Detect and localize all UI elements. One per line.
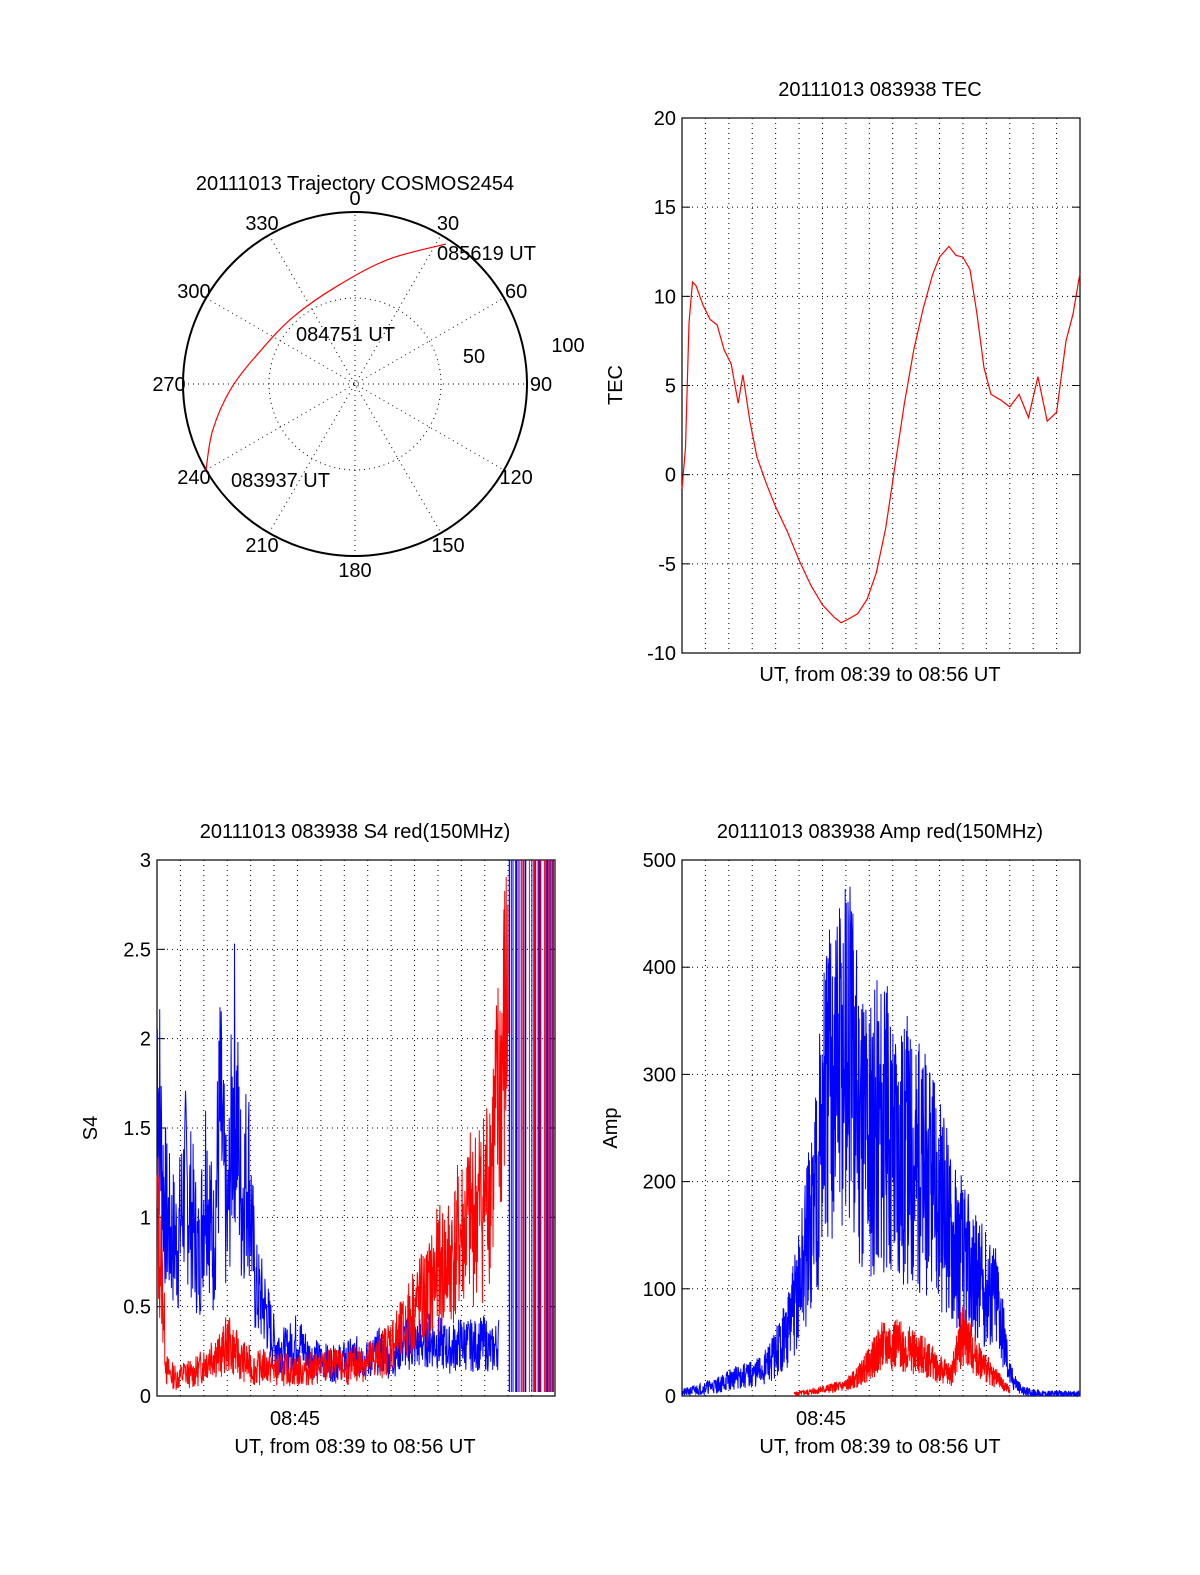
tec-title: 20111013 083938 TEC [778,79,982,101]
y-tick-label: 400 [643,957,676,979]
azimuth-label: 300 [177,281,210,303]
tec-y-tick-labels: -10 -5 0 5 10 15 20 [647,108,676,665]
y-tick-label: 1 [140,1207,151,1229]
amp-frame [681,859,1081,1397]
azimuth-label: 330 [245,213,278,235]
tec-grid [682,117,1080,654]
tec-ylabel: TEC [605,365,627,405]
amp-title: 20111013 083938 Amp red(150MHz) [717,821,1043,843]
radial-label-50: 50 [463,346,485,368]
s4-chart: 20111013 083938 S4 red(150MHz) 0 0.5 1 1.5 2… [80,821,556,1458]
s4-y-tick-labels: 0 0.5 1 1.5 2 2.5 3 [123,850,151,1408]
y-tick-label: 300 [643,1064,676,1086]
amp-xtick-0845: 08:45 [796,1408,846,1430]
annotation-end-time: 085619 UT [437,243,536,265]
s4-xlabel: UT, from 08:39 to 08:56 UT [234,1436,475,1458]
s4-xtick-0845: 08:45 [270,1408,320,1430]
y-tick-label: 500 [643,850,676,872]
y-tick-label: 200 [643,1172,676,1194]
amp-series-red [793,1306,1011,1398]
trajectory-polar-chart: 20111013 Trajectory COSMOS2454 0 30 60 90 12… [152,173,584,582]
amp-series-blue [681,886,1081,1398]
azimuth-label: 30 [437,213,459,235]
s4-ylabel: S4 [80,1116,102,1140]
y-tick-label: -10 [647,643,676,665]
polar-ring-50 [268,297,442,471]
azimuth-label: 120 [499,467,532,489]
y-tick-label: 2.5 [123,939,151,961]
y-tick-label: 0.5 [123,1297,151,1319]
y-tick-label: 15 [654,197,676,219]
annotation-mid-time: 084751 UT [296,324,395,346]
annotation-start-time: 083937 UT [231,470,330,492]
polar-title: 20111013 Trajectory COSMOS2454 [196,173,514,195]
y-tick-label: 10 [654,286,676,308]
tec-frame [681,117,1081,654]
azimuth-label: 240 [177,467,210,489]
azimuth-label: 60 [505,281,527,303]
polar-grid [183,212,527,556]
amp-ylabel: Amp [600,1107,622,1148]
s4-series-blue [156,943,500,1383]
s4-series-red [156,876,509,1390]
azimuth-label: 180 [338,560,371,582]
azimuth-label: 0 [349,188,360,210]
azimuth-labels: 0 30 60 90 120 150 180 210 240 270 300 330 [152,188,552,582]
azimuth-label: 270 [152,374,185,396]
amp-chart: 20111013 083938 Amp red(150MHz) 0 100 200 3… [600,821,1081,1458]
y-tick-label: 3 [140,850,151,872]
y-tick-label: 0 [665,1386,676,1408]
amp-xlabel: UT, from 08:39 to 08:56 UT [759,1436,1000,1458]
s4-frame [156,859,556,1397]
y-tick-label: 20 [654,108,676,130]
y-tick-label: 0 [665,465,676,487]
s4-title: 20111013 083938 S4 red(150MHz) [200,821,511,843]
trajectory-line [205,243,447,471]
azimuth-label: 210 [245,535,278,557]
y-tick-label: 100 [643,1279,676,1301]
tec-chart: 20111013 083938 TEC -10 -5 0 5 10 15 20 TEC UT… [605,79,1081,686]
azimuth-label: 150 [431,535,464,557]
y-tick-label: 1.5 [123,1118,151,1140]
tec-series-line [681,245,1081,624]
radial-label-100: 100 [551,335,584,357]
y-tick-label: 2 [140,1029,151,1051]
y-tick-label: -5 [658,554,676,576]
y-tick-label: 5 [665,376,676,398]
s4-red-saturation-spikes [518,860,554,1392]
y-tick-label: 0 [140,1386,151,1408]
azimuth-label: 90 [530,374,552,396]
polar-outer-ring [182,211,528,557]
tec-xlabel: UT, from 08:39 to 08:56 UT [759,664,1000,686]
amp-y-tick-labels: 0 100 200 300 400 500 [643,850,676,1408]
